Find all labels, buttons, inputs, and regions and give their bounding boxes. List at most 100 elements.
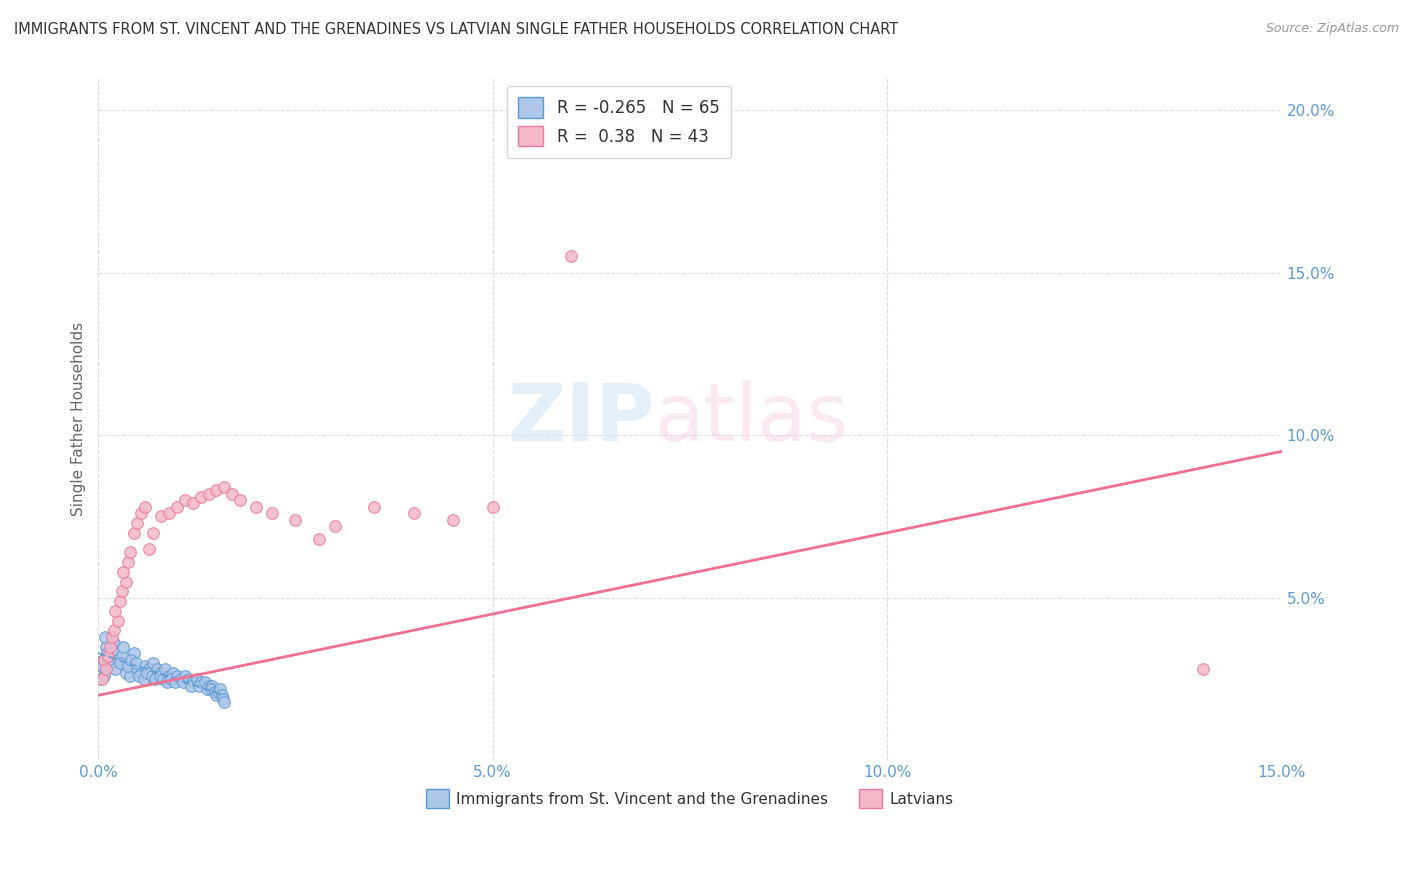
Point bbox=[118, 669, 141, 683]
Point bbox=[323, 519, 346, 533]
Point bbox=[134, 500, 156, 514]
Point bbox=[91, 652, 114, 666]
Point bbox=[141, 669, 163, 683]
Point bbox=[190, 675, 212, 690]
Point bbox=[173, 669, 195, 683]
Point bbox=[142, 656, 165, 670]
Point bbox=[165, 675, 187, 690]
Point bbox=[181, 675, 204, 690]
Point bbox=[117, 555, 139, 569]
Point bbox=[131, 665, 153, 680]
Text: Source: ZipAtlas.com: Source: ZipAtlas.com bbox=[1265, 22, 1399, 36]
Point bbox=[96, 649, 118, 664]
Point bbox=[122, 525, 145, 540]
Point bbox=[91, 659, 114, 673]
Point bbox=[111, 649, 134, 664]
Point bbox=[131, 506, 153, 520]
Point bbox=[136, 665, 159, 680]
Point bbox=[134, 659, 156, 673]
Point bbox=[172, 675, 194, 690]
Point bbox=[98, 640, 121, 654]
Point bbox=[207, 685, 229, 699]
Legend: Immigrants from St. Vincent and the Grenadines, Latvians: Immigrants from St. Vincent and the Gren… bbox=[420, 783, 960, 814]
Point bbox=[93, 669, 115, 683]
Point bbox=[93, 662, 115, 676]
Y-axis label: Single Father Households: Single Father Households bbox=[72, 322, 86, 516]
Point bbox=[108, 594, 131, 608]
Point bbox=[186, 672, 208, 686]
Point bbox=[108, 656, 131, 670]
Text: atlas: atlas bbox=[654, 380, 849, 458]
Point bbox=[193, 675, 215, 690]
Point bbox=[195, 681, 218, 696]
Point bbox=[156, 675, 179, 690]
Point bbox=[150, 665, 173, 680]
Point bbox=[481, 500, 503, 514]
Point bbox=[221, 486, 243, 500]
Point bbox=[211, 691, 233, 706]
Point bbox=[441, 513, 464, 527]
Point bbox=[211, 689, 233, 703]
Point bbox=[122, 646, 145, 660]
Point bbox=[132, 672, 155, 686]
Point bbox=[173, 493, 195, 508]
Point bbox=[128, 669, 150, 683]
Point bbox=[143, 672, 166, 686]
Point bbox=[205, 483, 228, 498]
Point bbox=[101, 642, 124, 657]
Point bbox=[229, 493, 252, 508]
Point bbox=[103, 636, 125, 650]
Point bbox=[201, 679, 224, 693]
Point bbox=[214, 695, 236, 709]
Point bbox=[111, 584, 134, 599]
Point bbox=[125, 656, 148, 670]
Point bbox=[190, 490, 212, 504]
Point bbox=[117, 659, 139, 673]
Point bbox=[90, 672, 112, 686]
Point bbox=[363, 500, 385, 514]
Point bbox=[107, 614, 129, 628]
Point bbox=[112, 640, 135, 654]
Point bbox=[166, 669, 188, 683]
Text: ZIP: ZIP bbox=[508, 380, 654, 458]
Point bbox=[142, 525, 165, 540]
Point bbox=[101, 630, 124, 644]
Point bbox=[200, 681, 222, 696]
Point bbox=[146, 662, 169, 676]
Point bbox=[149, 669, 172, 683]
Point bbox=[94, 640, 117, 654]
Point bbox=[138, 662, 160, 676]
Point bbox=[118, 545, 141, 559]
Point bbox=[560, 249, 582, 263]
Point bbox=[170, 672, 193, 686]
Point bbox=[209, 681, 232, 696]
Point bbox=[91, 672, 114, 686]
Point bbox=[308, 533, 330, 547]
Point bbox=[94, 662, 117, 676]
Point bbox=[159, 672, 181, 686]
Point bbox=[162, 665, 184, 680]
Point bbox=[214, 480, 236, 494]
Point bbox=[114, 574, 136, 589]
Point bbox=[98, 656, 121, 670]
Text: IMMIGRANTS FROM ST. VINCENT AND THE GRENADINES VS LATVIAN SINGLE FATHER HOUSEHOL: IMMIGRANTS FROM ST. VINCENT AND THE GREN… bbox=[14, 22, 898, 37]
Point bbox=[104, 604, 127, 618]
Point bbox=[197, 486, 219, 500]
Point bbox=[96, 649, 118, 664]
Point bbox=[120, 652, 142, 666]
Point bbox=[96, 646, 118, 660]
Point bbox=[127, 516, 149, 530]
Point bbox=[180, 679, 202, 693]
Point bbox=[157, 506, 180, 520]
Point bbox=[94, 630, 117, 644]
Point bbox=[127, 662, 149, 676]
Point bbox=[153, 662, 176, 676]
Point bbox=[152, 672, 174, 686]
Point bbox=[103, 624, 125, 638]
Point bbox=[107, 652, 129, 666]
Point bbox=[1191, 662, 1213, 676]
Point bbox=[245, 500, 267, 514]
Point bbox=[260, 506, 283, 520]
Point bbox=[188, 679, 211, 693]
Point bbox=[181, 496, 204, 510]
